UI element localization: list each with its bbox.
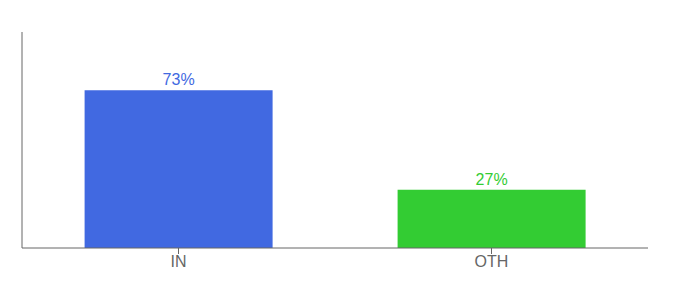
svg-text:OTH: OTH xyxy=(475,253,509,270)
svg-text:IN: IN xyxy=(171,253,187,270)
svg-text:73%: 73% xyxy=(163,71,195,88)
svg-text:27%: 27% xyxy=(476,171,508,188)
